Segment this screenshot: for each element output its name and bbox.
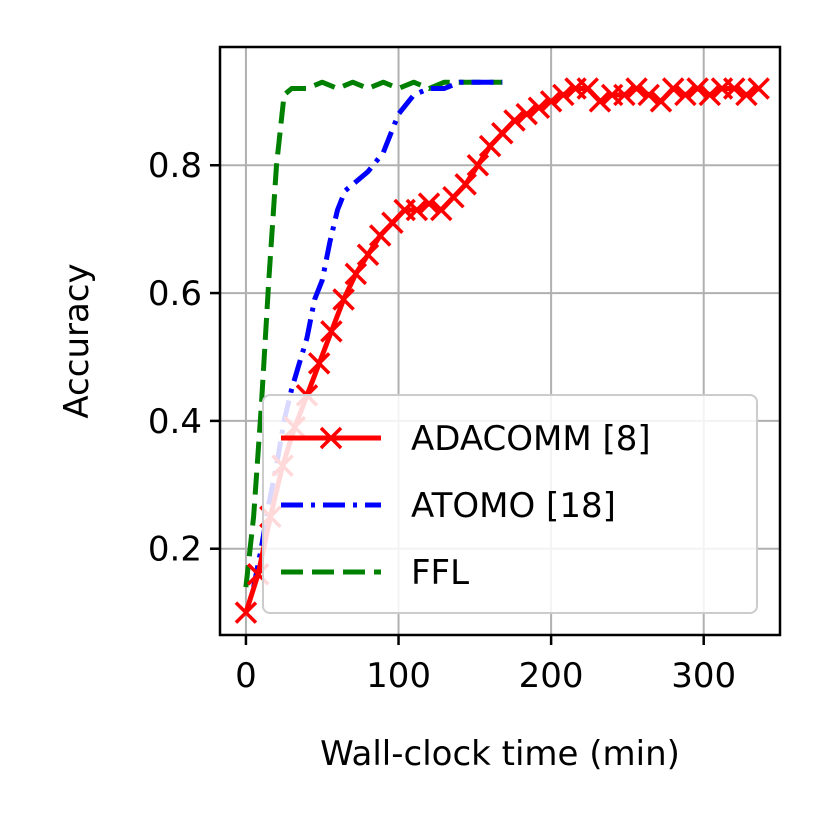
- series-line-ffl: [243, 79, 503, 588]
- legend: ADACOMM [8] ATOMO [18] FFL: [262, 394, 758, 614]
- data-point-adacomm-8: [552, 83, 575, 107]
- legend-label-adacomm-8: ADACOMM [8]: [411, 419, 651, 459]
- data-point-adacomm-8: [661, 77, 685, 100]
- data-point-adacomm-8: [625, 77, 648, 100]
- data-point-adacomm-8: [454, 173, 477, 196]
- data-point-adacomm-8: [344, 262, 368, 286]
- legend-marker-adacomm-8: [319, 426, 343, 450]
- data-point-adacomm-8: [722, 77, 746, 100]
- data-point-adacomm-8: [674, 83, 697, 107]
- data-point-adacomm-8: [735, 83, 758, 107]
- data-point-adacomm-8: [234, 601, 258, 624]
- x-tick-label: 300: [671, 656, 736, 696]
- data-point-adacomm-8: [539, 90, 563, 113]
- data-point-adacomm-8: [356, 243, 380, 266]
- data-point-adacomm-8: [637, 83, 661, 107]
- y-tick-label: 0.4: [148, 402, 202, 442]
- series-line-atomo-18: [251, 79, 503, 588]
- y-tick-label: 0.8: [148, 146, 202, 186]
- plot-series: [234, 77, 770, 624]
- y-axis-label: Accuracy: [57, 263, 97, 418]
- data-point-adacomm-8: [698, 83, 722, 107]
- data-point-adacomm-8: [527, 96, 551, 119]
- legend-label-atomo-18: ATOMO [18]: [411, 486, 616, 526]
- y-tick-label: 0.6: [148, 274, 202, 314]
- data-point-adacomm-8: [417, 192, 441, 215]
- data-point-adacomm-8: [320, 320, 343, 343]
- data-point-adacomm-8: [466, 154, 490, 177]
- data-point-adacomm-8: [307, 352, 331, 375]
- plot-frame: [218, 45, 782, 637]
- data-point-adacomm-8: [613, 83, 636, 107]
- y-tick-label: 0.2: [148, 530, 202, 570]
- x-axis-label: Wall-clock time (min): [320, 734, 680, 774]
- legend-box: [262, 394, 758, 614]
- data-point-adacomm-8: [747, 77, 770, 100]
- legend-label-ffl: FFL: [411, 553, 469, 593]
- x-tick-label: 100: [366, 656, 431, 696]
- x-tick-label: 200: [519, 656, 584, 696]
- data-point-adacomm-8: [332, 288, 355, 311]
- data-point-adacomm-8: [588, 90, 612, 113]
- data-point-adacomm-8: [503, 109, 526, 132]
- data-point-adacomm-8: [515, 102, 538, 126]
- data-point-adacomm-8: [686, 77, 709, 100]
- axis-ticks: 0 100 200 300 0.2 0.4 0.6 0.8: [148, 146, 736, 696]
- x-tick-label: 0: [235, 656, 257, 696]
- data-point-adacomm-8: [405, 198, 429, 222]
